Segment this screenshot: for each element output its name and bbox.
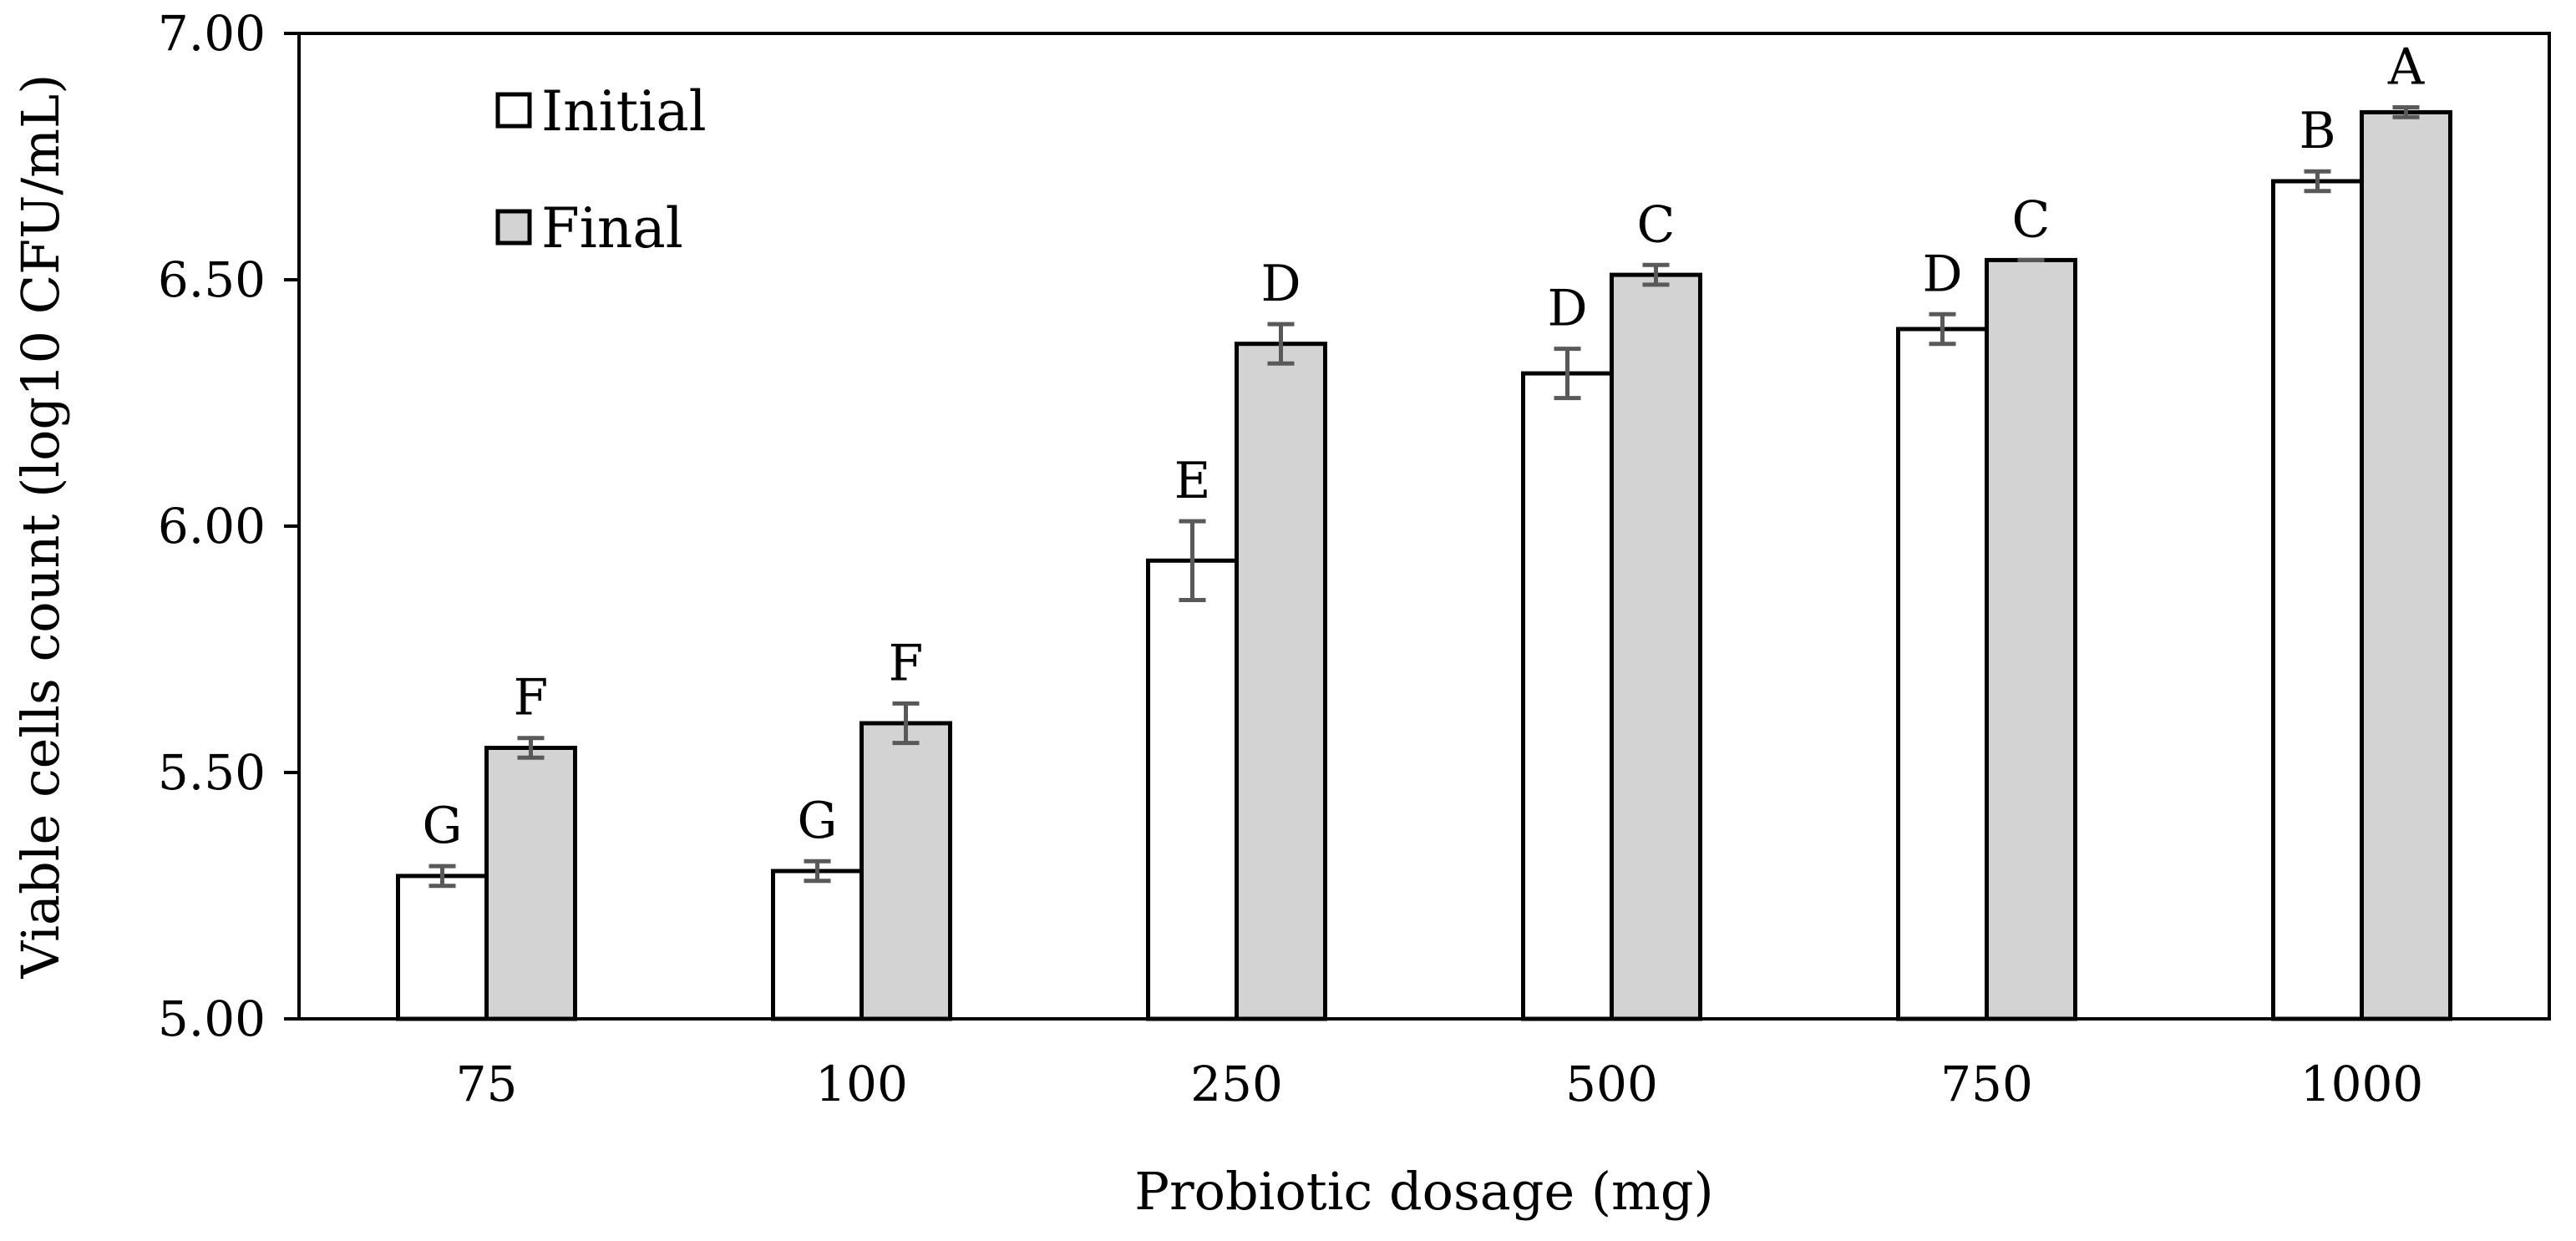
- significance-letter: D: [1547, 280, 1587, 338]
- significance-letter: F: [514, 669, 549, 727]
- significance-letter: G: [798, 792, 838, 850]
- significance-letter: B: [2299, 102, 2335, 160]
- bar-final-100: [860, 721, 952, 1021]
- significance-letter: A: [2387, 38, 2425, 97]
- bar-final-75: [484, 746, 577, 1021]
- legend-swatch-initial: [495, 92, 532, 129]
- y-tick-label: 6.50: [158, 251, 266, 308]
- significance-letter: E: [1174, 452, 1211, 510]
- significance-letter: C: [1637, 195, 1676, 254]
- y-tick-label: 7.00: [158, 5, 266, 62]
- x-axis-title: Probiotic dosage (mg): [1134, 1161, 1713, 1222]
- y-tick-label: 6.00: [158, 498, 266, 555]
- significance-letter: D: [1260, 255, 1301, 313]
- x-tick-label: 500: [1565, 1056, 1658, 1112]
- bar-final-500: [1610, 272, 1702, 1021]
- x-tick-label: 250: [1190, 1056, 1283, 1112]
- bar-final-750: [1985, 257, 2077, 1021]
- significance-letter: F: [889, 634, 924, 692]
- significance-letter: G: [423, 797, 463, 855]
- bar-initial-500: [1521, 371, 1614, 1021]
- significance-letter: D: [1922, 245, 1962, 303]
- y-tick-label: 5.50: [158, 744, 266, 801]
- bar-initial-75: [396, 874, 489, 1021]
- bar-initial-750: [1896, 327, 1989, 1021]
- legend-label-final: Final: [541, 196, 683, 261]
- bar-initial-250: [1146, 558, 1239, 1021]
- x-tick-label: 75: [456, 1056, 518, 1112]
- x-tick-label: 100: [815, 1056, 908, 1112]
- legend-swatch-final: [495, 209, 532, 246]
- bar-initial-100: [771, 869, 864, 1021]
- x-tick-label: 750: [1940, 1056, 2033, 1112]
- bar-final-1000: [2360, 109, 2452, 1021]
- plot-area-frame: [297, 32, 2551, 1021]
- legend-label-initial: Initial: [541, 79, 707, 144]
- y-axis-title: Viable cells count (log10 CFU/mL): [10, 74, 71, 980]
- x-tick-label: 1000: [2300, 1056, 2424, 1112]
- significance-letter: C: [2012, 190, 2051, 249]
- bar-initial-1000: [2271, 179, 2364, 1021]
- y-tick-label: 5.00: [158, 990, 266, 1047]
- bar-final-250: [1235, 342, 1327, 1021]
